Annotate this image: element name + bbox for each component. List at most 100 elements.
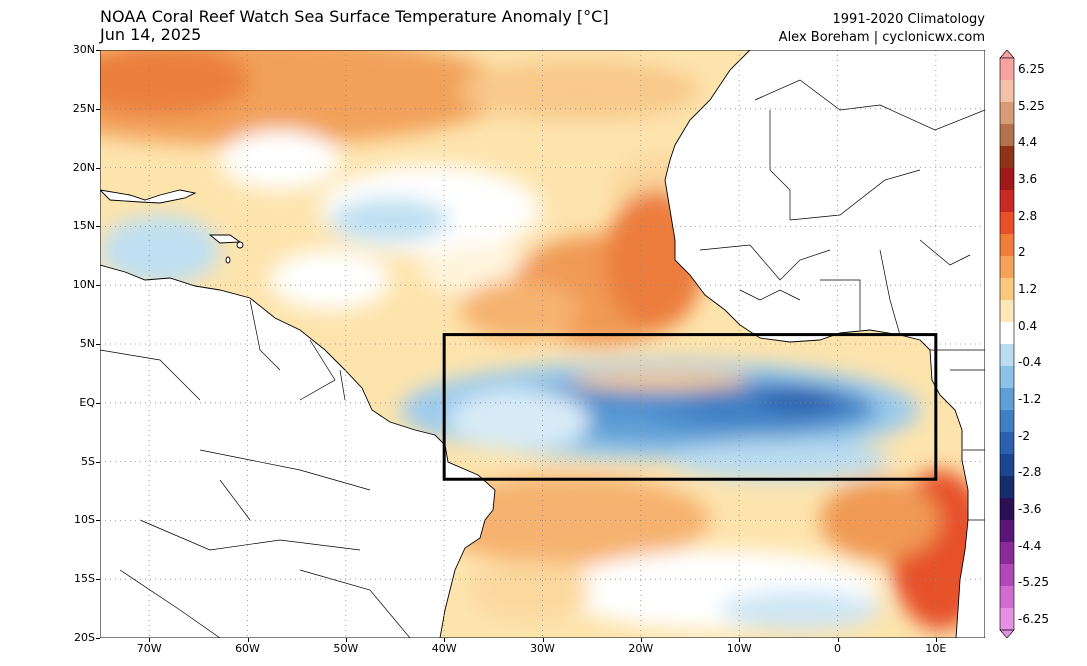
- lon-tick: [542, 638, 544, 642]
- lat-tick: [96, 520, 100, 522]
- colorbar-tick-label: -4.4: [1018, 538, 1042, 553]
- lat-tick: [96, 285, 100, 287]
- colorbar-swatch: [1000, 498, 1014, 521]
- lat-tick: [96, 402, 100, 404]
- colorbar-swatch: [1000, 278, 1014, 301]
- map-title-text: NOAA Coral Reef Watch Sea Surface Temper…: [100, 7, 609, 26]
- map-date: Jun 14, 2025: [100, 25, 202, 44]
- colorbar-swatch: [1000, 168, 1014, 191]
- colorbar-tick-label: 0.4: [1018, 318, 1038, 333]
- colorbar-swatch: [1000, 256, 1014, 279]
- lat-tick-label: 5N: [79, 337, 95, 350]
- anomaly-field: [100, 50, 985, 635]
- colorbar-swatch: [1000, 146, 1014, 169]
- lat-tick: [96, 461, 100, 463]
- colorbar-tick-label: -1.2: [1018, 392, 1042, 406]
- map-canvas: [100, 50, 985, 638]
- africa-landmass: [664, 50, 985, 638]
- colorbar-frame: [999, 57, 1015, 631]
- colorbar-tick-label: -3.6: [1018, 502, 1042, 516]
- lon-tick: [444, 638, 446, 642]
- lon-tick: [149, 638, 151, 642]
- lat-tick: [96, 638, 100, 639]
- colorbar-max-arrow: [999, 50, 1015, 59]
- colorbar-swatch: [1000, 58, 1014, 81]
- lon-tick-label: 60W: [235, 642, 260, 655]
- colorbar-swatch: [1000, 80, 1014, 103]
- lat-tick: [96, 344, 100, 345]
- colorbar-swatch: [1000, 586, 1014, 609]
- colorbar-swatch: [1000, 212, 1014, 235]
- colorbar-tick-label: 2: [1018, 245, 1026, 260]
- lat-tick-label: EQ: [79, 395, 95, 409]
- lat-tick-label: 15N: [72, 219, 95, 233]
- highlight-box: [442, 333, 938, 481]
- lat-tick-label: 10S: [74, 513, 95, 527]
- colorbar-swatch: [1000, 476, 1014, 499]
- sst-anomaly-map: [100, 50, 985, 638]
- country-borders: [100, 79, 985, 638]
- gridlines: [100, 50, 985, 638]
- colorbar-min-arrow: [999, 629, 1015, 638]
- map-attribution: 1991-2020 Climatology Alex Boreham | cyc…: [779, 11, 985, 47]
- caribbean-islands: [100, 189, 197, 204]
- land: [100, 50, 985, 638]
- colorbar-swatch: [1000, 190, 1014, 213]
- lon-tick-label: 70W: [136, 642, 162, 655]
- colorbar-swatch: [1000, 234, 1014, 257]
- colorbar-swatch: [1000, 300, 1014, 323]
- lon-tick: [935, 638, 937, 642]
- credit-label: Alex Boreham | cyclonicwx.com: [778, 30, 985, 45]
- lon-tick-label: 50W: [333, 642, 359, 655]
- lon-tick: [247, 638, 249, 642]
- colorbar-swatch: [1000, 124, 1014, 147]
- map-title: NOAA Coral Reef Watch Sea Surface Temper…: [100, 8, 609, 44]
- lat-tick: [96, 108, 100, 110]
- lon-tick-label: 10W: [726, 642, 752, 655]
- lon-tick-label: 10E: [925, 642, 947, 655]
- colorbar-tick-label: 1.2: [1018, 282, 1038, 296]
- colorbar-tick-label: 5.25: [1018, 98, 1045, 113]
- lat-tick-label: 30N: [72, 43, 95, 56]
- colorbar-swatch: [1000, 102, 1014, 125]
- lat-tick-label: 10N: [72, 278, 95, 292]
- colorbar-tick-label: 2.8: [1018, 208, 1038, 223]
- colorbar-tick-label: 3.6: [1018, 172, 1038, 186]
- colorbar-swatch: [1000, 366, 1014, 389]
- lon-tick: [345, 638, 347, 642]
- lat-tick: [96, 50, 100, 51]
- colorbar-tick-label: -5.25: [1018, 575, 1050, 590]
- colorbar: [999, 50, 1015, 638]
- colorbar-swatch: [1000, 344, 1014, 367]
- lat-tick-label: 20N: [72, 160, 95, 174]
- colorbar-swatch: [1000, 520, 1014, 543]
- colorbar-swatch: [1000, 322, 1014, 345]
- lon-tick-label: 30W: [530, 642, 555, 655]
- colorbar-swatch: [1000, 608, 1014, 631]
- colorbar-swatch: [1000, 410, 1014, 433]
- colorbar-swatch: [1000, 454, 1014, 477]
- lon-tick-label: 20W: [628, 642, 654, 655]
- lat-tick-label: 5S: [81, 454, 95, 468]
- lat-tick-label: 20S: [74, 631, 95, 644]
- lat-tick: [96, 226, 100, 228]
- lat-tick: [96, 579, 100, 581]
- colorbar-swatch: [1000, 542, 1014, 565]
- colorbar-swatch: [1000, 432, 1014, 455]
- colorbar-tick-label: -2.8: [1018, 465, 1042, 480]
- colorbar-tick-label: 4.4: [1018, 135, 1038, 150]
- lon-tick-label: 40W: [431, 642, 457, 655]
- lon-tick: [640, 638, 642, 642]
- climatology-label: 1991-2020 Climatology: [832, 12, 985, 27]
- lat-tick-label: 25N: [72, 101, 95, 115]
- colorbar-tick-label: -2: [1018, 428, 1030, 443]
- colorbar-swatch: [1000, 388, 1014, 411]
- colorbar-tick-label: 6.25: [1018, 62, 1045, 76]
- lat-tick: [96, 167, 100, 169]
- colorbar-swatch: [1000, 564, 1014, 587]
- lon-tick-label: 0: [834, 642, 841, 655]
- colorbar-tick-label: -0.4: [1018, 355, 1042, 370]
- lon-tick: [837, 638, 839, 642]
- lon-tick: [739, 638, 741, 642]
- colorbar-tick-label: -6.25: [1018, 612, 1050, 626]
